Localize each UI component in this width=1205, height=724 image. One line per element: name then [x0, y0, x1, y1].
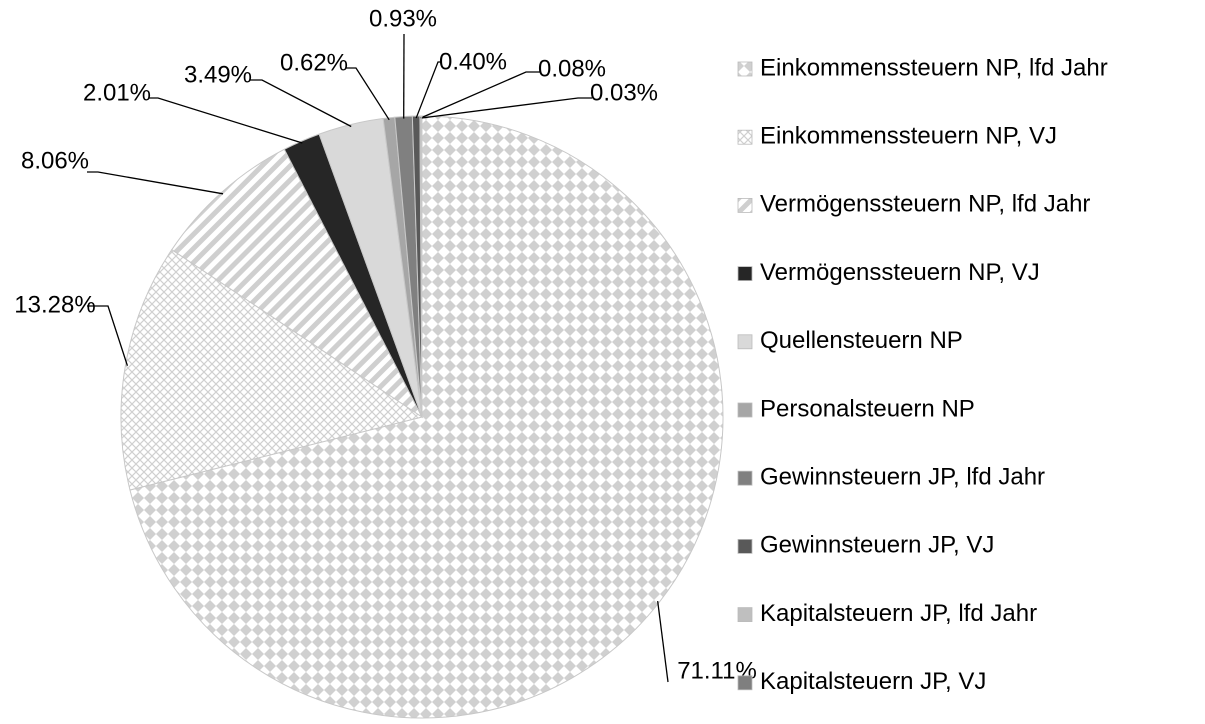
data-label: 0.93%	[369, 5, 437, 32]
pie-slice	[420, 115, 423, 418]
legend-label: Kapitalsteuern JP, lfd Jahr	[760, 600, 1037, 627]
data-label: 0.08%	[538, 55, 606, 82]
data-label: 0.40%	[439, 48, 507, 75]
legend-label: Gewinnsteuern JP, lfd Jahr	[760, 464, 1045, 491]
leader-line	[87, 171, 224, 195]
data-label: 8.06%	[21, 147, 89, 174]
leader-line	[149, 97, 303, 144]
leader-line	[87, 305, 129, 366]
legend-label: Vermögenssteuern NP, lfd Jahr	[760, 191, 1090, 218]
legend-label: Kapitalsteuern JP, VJ	[760, 668, 986, 695]
data-label: 0.62%	[280, 49, 348, 76]
legend-swatch	[737, 129, 753, 145]
legend-swatch	[737, 197, 753, 213]
leader-line	[250, 79, 352, 128]
leader-line	[420, 71, 540, 119]
data-label: 0.03%	[590, 79, 658, 106]
legend-swatch	[737, 607, 753, 622]
legend-label: Einkommenssteuern NP, VJ	[760, 123, 1057, 150]
legend-swatch	[737, 61, 753, 77]
legend-swatch	[737, 539, 753, 554]
data-label: 3.49%	[184, 61, 252, 88]
leader-line	[346, 67, 390, 121]
legend-swatch	[737, 470, 753, 486]
legend-swatch	[737, 334, 753, 350]
leader-line	[421, 97, 592, 119]
legend-label: Vermögenssteuern NP, VJ	[760, 259, 1040, 286]
data-label: 2.01%	[83, 79, 151, 106]
pie-slice	[129, 115, 724, 719]
pie-slice	[120, 248, 424, 491]
legend-swatch	[737, 675, 753, 691]
legend-label: Einkommenssteuern NP, lfd Jahr	[760, 54, 1108, 81]
leader-line	[415, 61, 441, 119]
leader-line	[657, 600, 669, 683]
legend-label: Personalsteuern NP	[760, 395, 975, 422]
data-label: 13.28%	[14, 291, 95, 318]
legend-swatch	[737, 266, 753, 282]
legend-label: Quellensteuern NP	[760, 327, 963, 354]
pie-slice	[171, 148, 424, 419]
legend-swatch	[737, 402, 753, 418]
legend-label: Gewinnsteuern JP, VJ	[760, 532, 994, 559]
